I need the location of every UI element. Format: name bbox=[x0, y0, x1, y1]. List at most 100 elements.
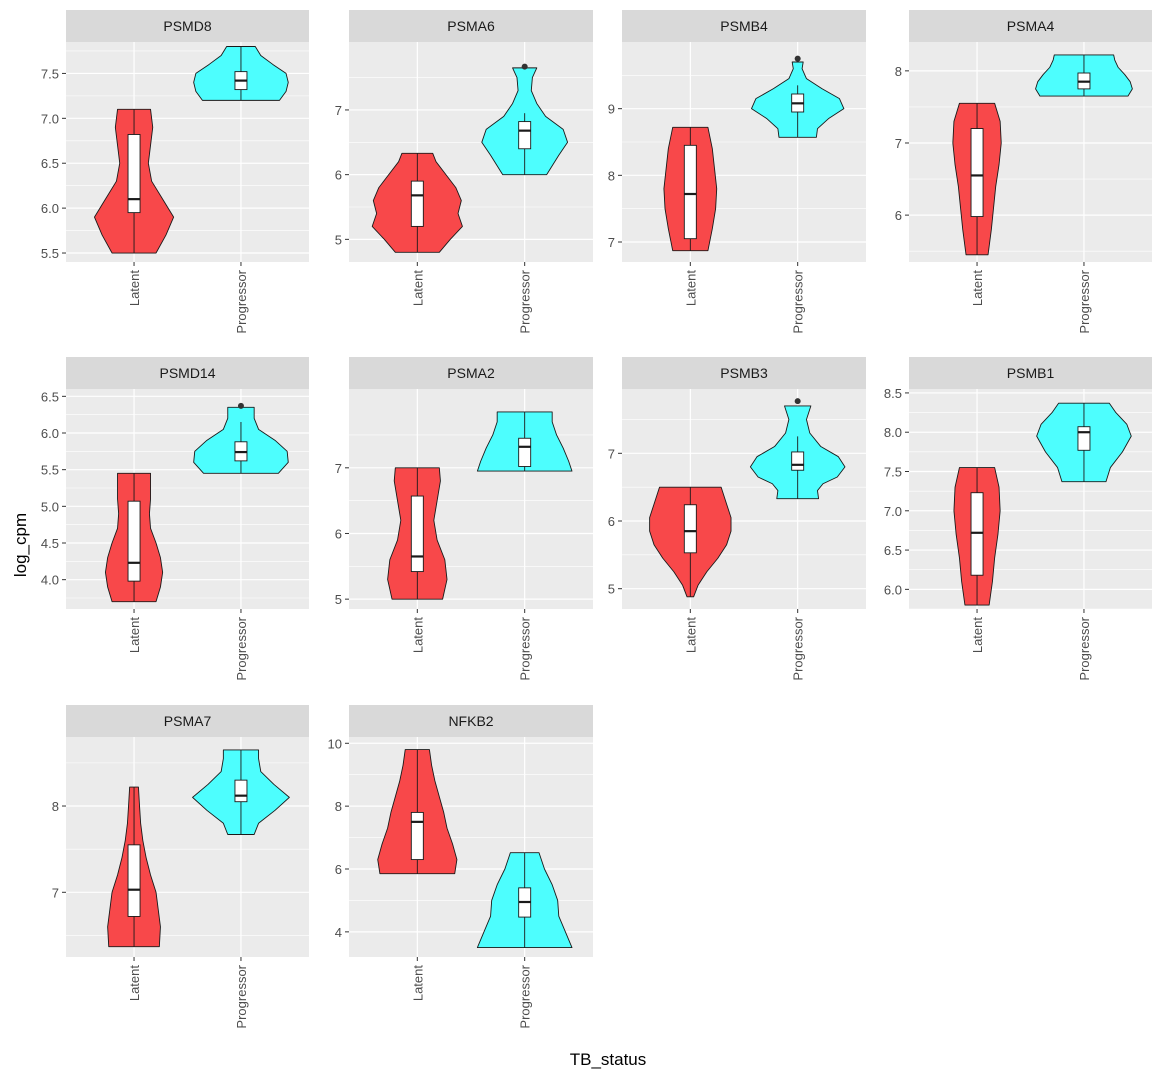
facet-psmb4: PSMB4 7 8 9 Latent Progressor bbox=[608, 10, 866, 334]
box-iqr bbox=[410, 811, 424, 861]
y-tick-label: 6 bbox=[895, 208, 902, 223]
x-tick-label: Progressor bbox=[791, 269, 806, 333]
x-axis-title: TB_status bbox=[570, 1050, 647, 1069]
box-iqr bbox=[410, 495, 424, 573]
y-tick-label: 6 bbox=[335, 168, 342, 183]
box-iqr bbox=[683, 144, 697, 240]
y-tick-label: 8 bbox=[608, 168, 615, 183]
facet-strip bbox=[66, 357, 309, 389]
box-iqr bbox=[410, 180, 424, 227]
y-tick-label: 10 bbox=[328, 736, 342, 751]
y-tick-label: 5 bbox=[608, 582, 615, 597]
x-tick-label: Latent bbox=[127, 617, 142, 654]
facet-strip bbox=[349, 10, 593, 42]
y-tick-label: 7 bbox=[335, 461, 342, 476]
x-tick-label: Latent bbox=[127, 270, 142, 307]
x-tick-label: Latent bbox=[410, 965, 425, 1002]
y-tick-label: 7.0 bbox=[884, 504, 902, 519]
y-tick-label: 8.5 bbox=[884, 386, 902, 401]
box-iqr bbox=[970, 128, 984, 218]
box-iqr bbox=[127, 134, 141, 214]
y-tick-label: 5.0 bbox=[41, 499, 59, 514]
box-iqr bbox=[234, 779, 248, 803]
y-tick-label: 8.0 bbox=[884, 425, 902, 440]
facet-title: PSMB3 bbox=[720, 365, 768, 381]
panel-background bbox=[66, 737, 309, 957]
x-tick-label: Progressor bbox=[1077, 616, 1092, 680]
facet-strip bbox=[66, 705, 309, 737]
y-tick-label: 8 bbox=[895, 64, 902, 79]
facet-psmb1: PSMB1 6.0 6.5 7.0 7.5 8.0 8.5 Latent Progressor bbox=[884, 357, 1152, 681]
box-iqr bbox=[127, 500, 141, 582]
x-tick-label: Latent bbox=[970, 617, 985, 654]
y-tick-label: 6.5 bbox=[41, 156, 59, 171]
facet-nfkb2: NFKB2 4 6 8 10 Latent Progressor bbox=[328, 705, 593, 1029]
facet-title: PSMA2 bbox=[447, 365, 495, 381]
y-tick-label: 6.0 bbox=[884, 582, 902, 597]
outlier-point bbox=[794, 398, 801, 405]
facet-title: PSMA6 bbox=[447, 18, 495, 34]
x-tick-label: Latent bbox=[683, 617, 698, 654]
y-tick-label: 7.5 bbox=[41, 66, 59, 81]
facet-title: PSMB4 bbox=[720, 18, 768, 34]
panel-background bbox=[622, 42, 866, 262]
outlier-point bbox=[237, 402, 244, 409]
y-tick-label: 6.0 bbox=[41, 201, 59, 216]
facet-strip bbox=[349, 357, 593, 389]
y-axis-title: log_cpm bbox=[11, 513, 30, 577]
y-tick-label: 9 bbox=[608, 102, 615, 117]
x-tick-label: Progressor bbox=[234, 616, 249, 680]
y-tick-label: 5.5 bbox=[41, 246, 59, 261]
y-tick-label: 7.0 bbox=[41, 111, 59, 126]
box-iqr bbox=[518, 437, 532, 467]
y-tick-label: 6.0 bbox=[41, 426, 59, 441]
y-tick-label: 4 bbox=[335, 925, 342, 940]
x-tick-label: Progressor bbox=[791, 616, 806, 680]
y-tick-label: 7 bbox=[335, 103, 342, 118]
y-tick-label: 7 bbox=[895, 136, 902, 151]
facet-title: NFKB2 bbox=[448, 713, 493, 729]
y-tick-label: 8 bbox=[335, 799, 342, 814]
box-iqr bbox=[970, 492, 984, 576]
x-tick-label: Progressor bbox=[234, 964, 249, 1028]
y-tick-label: 4.0 bbox=[41, 573, 59, 588]
box-iqr bbox=[518, 121, 532, 150]
y-tick-label: 5.5 bbox=[41, 463, 59, 478]
x-tick-label: Progressor bbox=[518, 616, 533, 680]
facet-title: PSMD14 bbox=[159, 365, 215, 381]
facet-psmd8: PSMD8 5.5 6.0 6.5 7.0 7.5 Latent Progressor bbox=[41, 10, 309, 334]
y-tick-label: 6 bbox=[335, 526, 342, 541]
y-tick-label: 6 bbox=[335, 862, 342, 877]
facet-strip bbox=[622, 10, 866, 42]
facet-psma2: PSMA2 5 6 7 Latent Progressor bbox=[335, 357, 593, 681]
x-tick-label: Latent bbox=[127, 965, 142, 1002]
facet-title: PSMA4 bbox=[1007, 18, 1055, 34]
y-tick-label: 7 bbox=[608, 446, 615, 461]
facet-title: PSMB1 bbox=[1007, 365, 1055, 381]
x-tick-label: Latent bbox=[683, 270, 698, 307]
facet-strip bbox=[909, 357, 1152, 389]
x-tick-label: Latent bbox=[410, 270, 425, 307]
y-tick-label: 7 bbox=[608, 235, 615, 250]
facet-psma6: PSMA6 5 6 7 Latent Progressor bbox=[335, 10, 593, 334]
box-iqr bbox=[683, 504, 697, 554]
panel-background bbox=[66, 389, 309, 609]
y-tick-label: 6 bbox=[608, 514, 615, 529]
x-tick-label: Latent bbox=[410, 617, 425, 654]
y-tick-label: 5 bbox=[335, 232, 342, 247]
outlier-point bbox=[521, 63, 528, 70]
y-tick-label: 8 bbox=[52, 799, 59, 814]
x-tick-label: Latent bbox=[970, 270, 985, 307]
outlier-point bbox=[794, 55, 801, 62]
y-tick-label: 7.5 bbox=[884, 465, 902, 480]
y-tick-label: 4.5 bbox=[41, 536, 59, 551]
x-tick-label: Progressor bbox=[518, 964, 533, 1028]
box-iqr bbox=[1077, 426, 1091, 451]
x-tick-label: Progressor bbox=[518, 269, 533, 333]
facet-strip bbox=[909, 10, 1152, 42]
facet-strip bbox=[622, 357, 866, 389]
facet-psma4: PSMA4 6 7 8 Latent Progressor bbox=[895, 10, 1152, 334]
box-iqr bbox=[127, 844, 141, 917]
